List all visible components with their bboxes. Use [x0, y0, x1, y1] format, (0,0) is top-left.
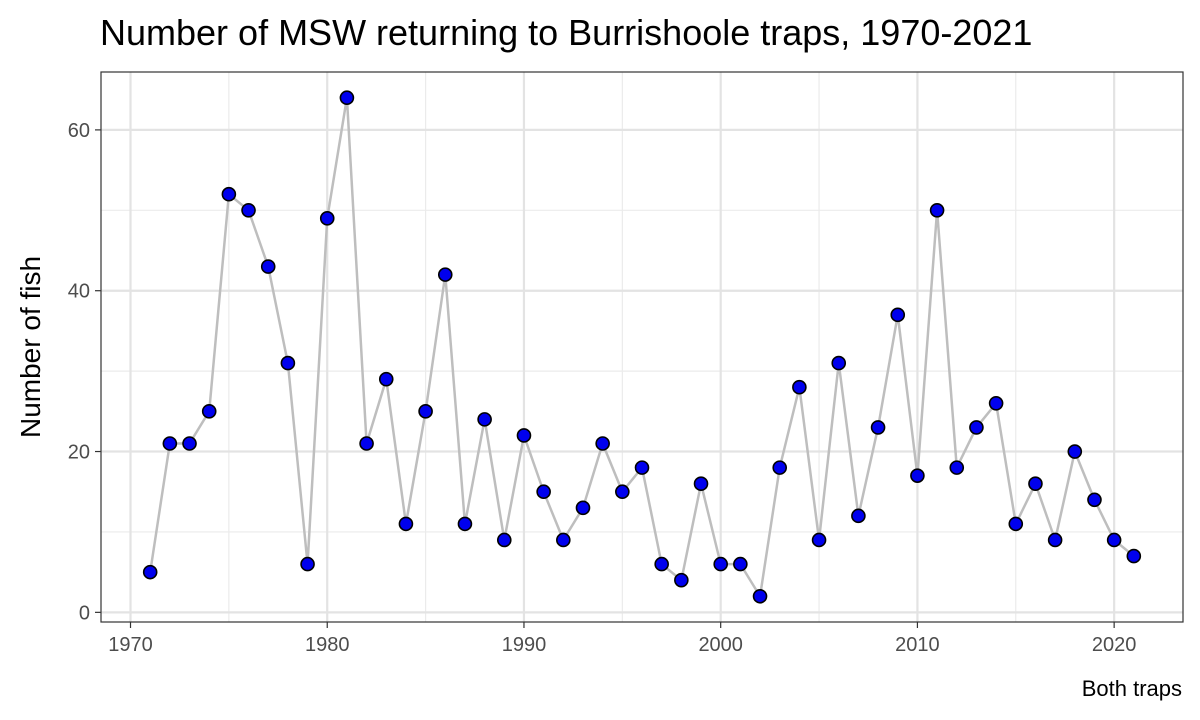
data-point: [752, 588, 768, 604]
data-point: [615, 484, 630, 500]
data-point: [556, 532, 571, 548]
data-point: [162, 436, 178, 451]
x-tick-label: 2020: [1092, 634, 1137, 656]
plot-border: [100, 71, 1184, 623]
data-point: [870, 420, 886, 435]
chart-title: Number of MSW returning to Burrishoole t…: [100, 12, 1033, 53]
data-point: [575, 500, 591, 516]
x-tick-label: 1990: [502, 634, 547, 656]
data-point: [457, 516, 473, 532]
data-point: [949, 460, 965, 475]
data-point: [437, 267, 453, 282]
data-point: [398, 516, 414, 532]
data-point: [851, 508, 866, 524]
data-point: [221, 186, 237, 202]
data-point: [1047, 532, 1063, 548]
data-point: [418, 404, 433, 419]
y-axis: 0 20 40 60: [68, 120, 101, 624]
data-point: [988, 395, 1004, 411]
major-grid: [101, 72, 1183, 622]
data-point: [319, 211, 335, 226]
data-point: [339, 90, 355, 106]
data-point: [496, 532, 512, 548]
chart-caption: Both traps: [1081, 676, 1182, 701]
y-tick-label: 20: [68, 442, 90, 464]
x-tick-label: 1970: [108, 634, 153, 656]
data-point: [241, 203, 256, 218]
data-point: [477, 412, 492, 427]
data-point: [1067, 444, 1083, 459]
x-axis: 1970 1980 1990 2000 2010 2020: [108, 622, 1136, 656]
data-point: [792, 379, 807, 395]
data-point: [890, 307, 906, 323]
data-point: [378, 371, 394, 387]
data-point: [300, 556, 315, 572]
x-tick-label: 1980: [305, 634, 350, 656]
data-point: [1008, 516, 1024, 532]
y-tick-label: 0: [79, 602, 90, 624]
plot-panel: [101, 72, 1183, 622]
data-point: [654, 556, 669, 572]
data-point: [516, 428, 532, 443]
y-tick-label: 60: [68, 120, 90, 142]
data-point: [831, 355, 847, 371]
data-point: [674, 572, 689, 588]
x-tick-label: 2010: [895, 634, 940, 656]
data-point: [142, 564, 158, 580]
data-point: [733, 556, 748, 572]
data-point: [811, 532, 827, 548]
data-point: [1126, 548, 1142, 564]
data-point: [772, 460, 788, 475]
data-point: [182, 436, 197, 451]
data-point: [260, 259, 276, 274]
data-point: [1087, 492, 1102, 508]
minor-grid: [101, 72, 1183, 622]
data-point: [1028, 476, 1043, 491]
data-point: [713, 556, 728, 572]
data-point: [1106, 532, 1122, 548]
y-tick-label: 40: [68, 281, 90, 303]
data-point: [969, 420, 984, 435]
data-point: [634, 460, 650, 475]
data-point: [693, 476, 709, 491]
data-point: [595, 436, 610, 451]
data-point: [910, 468, 925, 483]
data-point: [536, 484, 551, 500]
x-tick-label: 2000: [698, 634, 743, 656]
data-point: [359, 436, 374, 451]
data-points: [142, 90, 1142, 604]
data-point: [280, 355, 296, 371]
data-point: [201, 404, 217, 419]
y-axis-label: Number of fish: [15, 256, 46, 438]
data-point: [929, 203, 945, 218]
